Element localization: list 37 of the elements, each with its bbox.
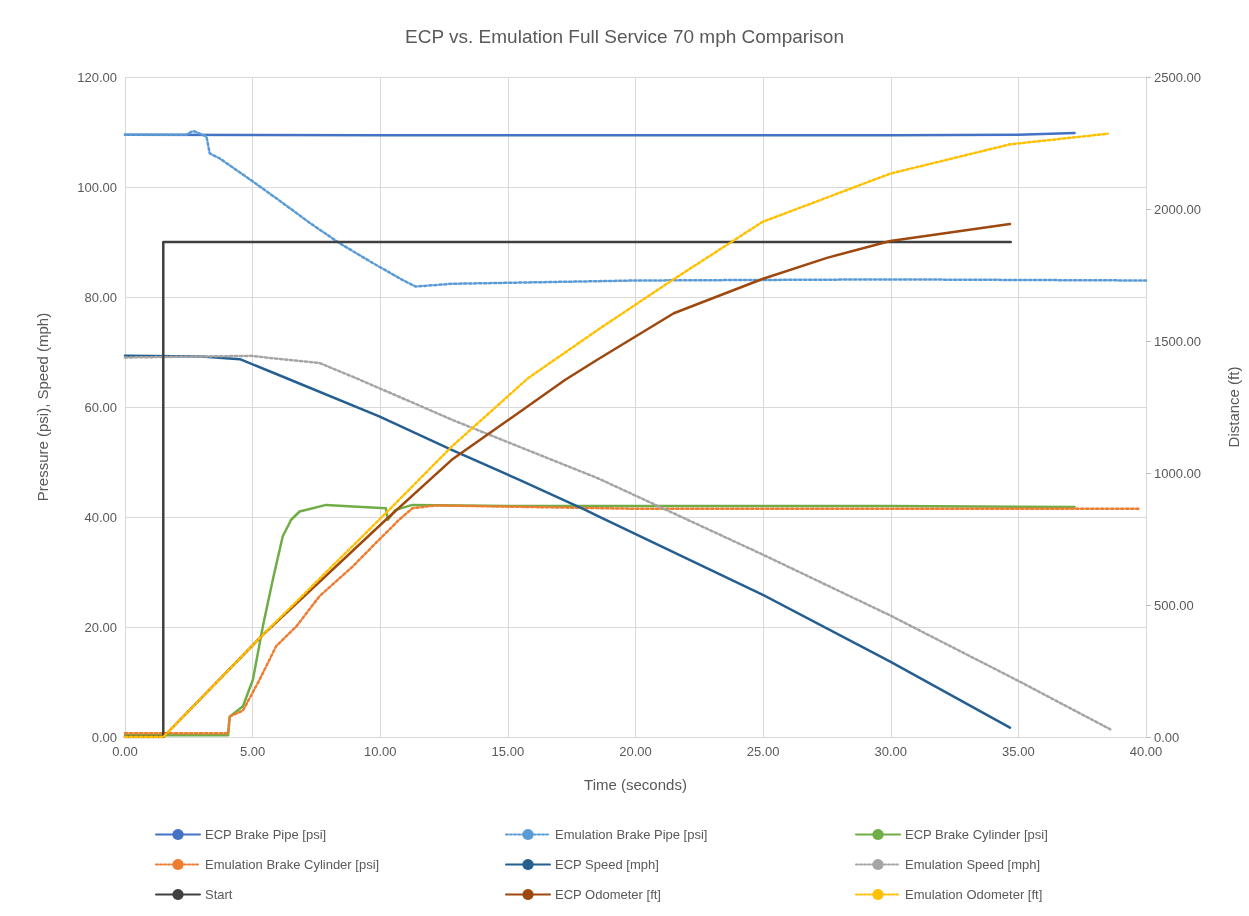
y-tick-label: 100.00: [77, 179, 117, 195]
y2-tick-label: 2500.00: [1154, 69, 1201, 85]
x-tick-label: 15.00: [491, 744, 525, 759]
x-tick-label: 30.00: [874, 744, 908, 759]
legend-label: ECP Speed [mph]: [555, 857, 659, 872]
x-tick-label: 40.00: [1129, 744, 1163, 759]
y-axis-title: Pressure (psi), Speed (mph): [34, 312, 51, 502]
y-tick-label: 40.00: [84, 509, 117, 525]
x-tick-label: 10.00: [363, 744, 397, 759]
x-tick-label: 5.00: [239, 744, 266, 759]
y2-tick-label: 1500.00: [1154, 333, 1201, 349]
y2-tick-label: 0.00: [1154, 729, 1180, 745]
legend-label: ECP Odometer [ft]: [555, 887, 661, 902]
y2-tick-label: 500.00: [1154, 597, 1194, 613]
legend-label: Emulation Speed [mph]: [905, 857, 1041, 872]
x-tick-label: 35.00: [1002, 744, 1035, 759]
line-series: [123, 132, 1109, 739]
legend-label: Emulation Brake Cylinder [psi]: [205, 857, 380, 872]
y-tick-label: 0.00: [91, 729, 117, 745]
chart-title: ECP vs. Emulation Full Service 70 mph Comparison: [405, 26, 844, 47]
x-tick-label: 20.00: [619, 744, 652, 759]
y2-axis-title: Distance (ft): [1225, 366, 1242, 448]
y-tick-label: 80.00: [84, 289, 117, 305]
y-tick-label: 120.00: [77, 69, 117, 85]
legend-label: Start: [205, 887, 233, 902]
line-series: [123, 129, 1148, 288]
legend-label: ECP Brake Pipe [psi]: [205, 827, 327, 842]
x-axis-title: Time (seconds): [584, 776, 687, 793]
x-tick-label: 0.00: [112, 744, 138, 759]
x-tick-label: 25.00: [746, 744, 780, 759]
y-tick-label: 60.00: [84, 399, 117, 415]
y2-tick-label: 1000.00: [1154, 465, 1201, 481]
legend-label: Emulation Brake Pipe [psi]: [555, 827, 708, 842]
legend-label: ECP Brake Cylinder [psi]: [905, 827, 1048, 842]
legend-label: Emulation Odometer [ft]: [905, 887, 1043, 902]
y2-tick-label: 2000.00: [1154, 201, 1201, 217]
y-tick-label: 20.00: [84, 619, 117, 635]
